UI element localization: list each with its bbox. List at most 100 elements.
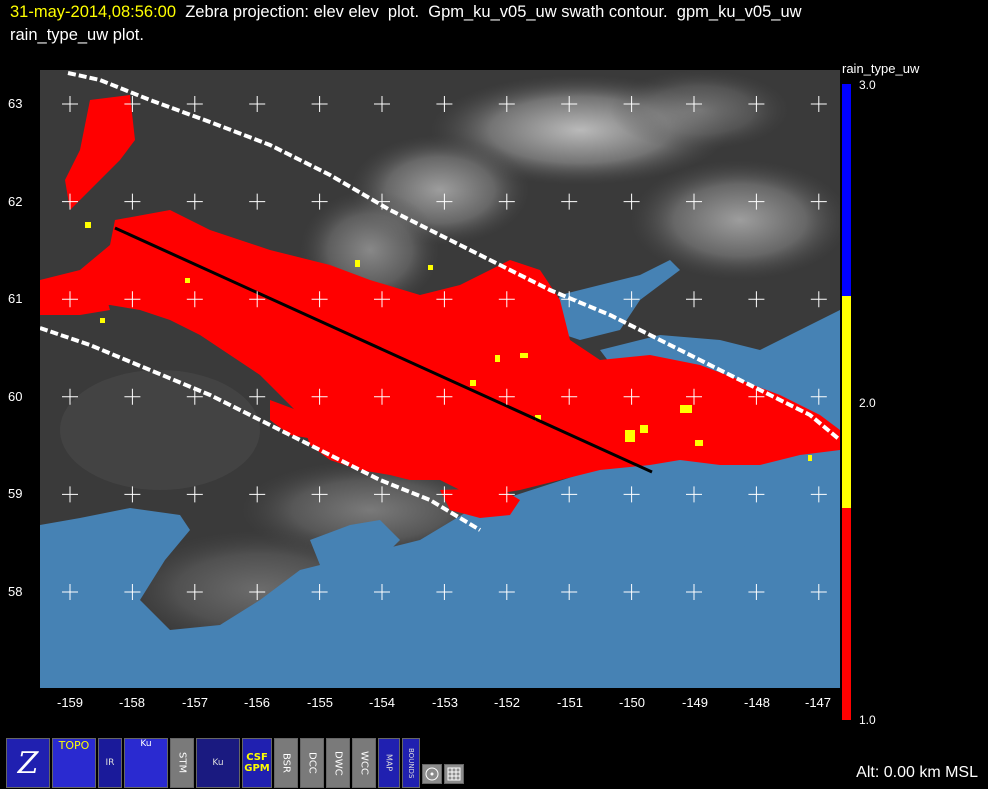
- topo-icon[interactable]: TOPO: [52, 738, 96, 788]
- graticule-cross: [748, 193, 765, 210]
- graticule-cross: [186, 486, 203, 503]
- graticule-cross: [436, 486, 453, 503]
- graticule-cross: [249, 388, 266, 405]
- graticule-cross: [561, 486, 578, 503]
- csf-gpm-icon[interactable]: CSF GPM: [242, 738, 272, 788]
- bsr-label: BSR: [280, 753, 292, 773]
- plot-title-text: Zebra projection: elev elev plot. Gpm_ku…: [176, 3, 802, 21]
- graticule-cross: [311, 96, 328, 112]
- graticule-cross: [623, 291, 640, 308]
- graticule-cross: [62, 388, 78, 405]
- graticule-cross: [311, 388, 328, 405]
- graticule-cross: [810, 486, 827, 503]
- graticule-cross: [623, 486, 640, 503]
- plot-title: 31-may-2014,08:56:00 Zebra projection: e…: [10, 1, 980, 47]
- graticule-cross: [186, 388, 203, 405]
- graticule-cross: [374, 486, 390, 503]
- graticule-cross: [686, 584, 702, 600]
- us-map-label: MAP: [384, 754, 394, 772]
- lat-label: 61: [8, 291, 23, 306]
- lat-label: 59: [8, 486, 23, 501]
- dwc-icon[interactable]: DWC: [326, 738, 350, 788]
- graticule-cross: [686, 291, 702, 308]
- graticule-cross: [436, 193, 453, 210]
- lon-label: -157: [181, 695, 209, 710]
- graticule-cross: [374, 584, 390, 600]
- colorbar-title: rain_type_uw: [842, 61, 920, 76]
- graticule-cross: [311, 193, 328, 210]
- stm-icon[interactable]: STM: [170, 738, 194, 788]
- colorbar-segment-yellow: [842, 296, 851, 508]
- lat-label: 60: [8, 389, 23, 404]
- graticule-cross: [124, 291, 141, 308]
- dcc-icon[interactable]: DCC: [300, 738, 324, 788]
- graticule-cross: [686, 486, 702, 503]
- ku-sat-label: Ku: [212, 758, 224, 768]
- altitude-readout: Alt: 0.00 km MSL: [856, 764, 978, 781]
- graticule-cross: [249, 291, 266, 308]
- graticule-cross: [498, 291, 515, 308]
- graticule-cross: [623, 193, 640, 210]
- graticule-cross: [436, 291, 453, 308]
- wcc-icon[interactable]: WCC: [352, 738, 376, 788]
- graticule-cross: [374, 291, 390, 308]
- graticule-cross: [810, 291, 827, 308]
- graticule-cross: [748, 584, 765, 600]
- map-plot-area[interactable]: [40, 70, 840, 688]
- graticule-cross: [561, 584, 578, 600]
- lon-label: -149: [681, 695, 709, 710]
- lon-label: -152: [493, 695, 521, 710]
- lon-label: -147: [804, 695, 832, 710]
- graticule-cross: [498, 193, 515, 210]
- satellite-ground-track: [114, 226, 653, 474]
- ir-satellite-icon[interactable]: IR: [98, 738, 122, 788]
- lon-label: -151: [556, 695, 584, 710]
- graticule-cross: [374, 388, 390, 405]
- bounds-label: BOUNDS: [407, 747, 415, 779]
- plot-title-line2: rain_type_uw plot.: [10, 26, 144, 44]
- graticule-cross: [686, 193, 702, 210]
- graticule-cross: [498, 584, 515, 600]
- grid-glyph: [447, 767, 461, 781]
- us-map-icon[interactable]: MAP: [378, 738, 400, 788]
- graticule-cross: [498, 388, 515, 405]
- graticule-cross: [249, 584, 266, 600]
- graticule-cross: [436, 388, 453, 405]
- lon-label: -153: [431, 695, 459, 710]
- swath-edge-north: [67, 71, 840, 442]
- graticule-cross: [748, 96, 765, 112]
- ku-sat-icon[interactable]: Ku: [196, 738, 240, 788]
- rain-convective-cells: [85, 222, 812, 461]
- graticule-crosses: [62, 96, 827, 600]
- graticule-cross: [124, 584, 141, 600]
- lon-label: -156: [243, 695, 271, 710]
- stm-label: STM: [176, 752, 188, 774]
- target-glyph: [425, 767, 439, 781]
- graticule-cross: [436, 96, 453, 112]
- colorbar: [842, 84, 851, 720]
- graticule-cross: [748, 486, 765, 503]
- zebra-logo-icon[interactable]: Z: [6, 738, 50, 788]
- graticule-cross: [810, 193, 827, 210]
- graticule-cross: [124, 193, 141, 210]
- lon-label: -150: [618, 695, 646, 710]
- wcc-label: WCC: [358, 751, 370, 775]
- graticule-cross: [249, 193, 266, 210]
- graticule-cross: [62, 486, 78, 503]
- ku-band-icon[interactable]: Ku: [124, 738, 168, 788]
- lat-label: 63: [8, 96, 23, 111]
- grid-icon[interactable]: [444, 764, 464, 784]
- graticule-cross: [249, 96, 266, 112]
- target-icon[interactable]: [422, 764, 442, 784]
- graticule-cross: [186, 584, 203, 600]
- graticule-cross: [561, 388, 578, 405]
- lon-label: -158: [118, 695, 146, 710]
- bounds-icon[interactable]: BOUNDS: [402, 738, 420, 788]
- bsr-icon[interactable]: BSR: [274, 738, 298, 788]
- graticule-cross: [311, 486, 328, 503]
- graticule-cross: [686, 96, 702, 112]
- graticule-cross: [124, 388, 141, 405]
- swath-edge-south: [40, 326, 482, 532]
- graticule-cross: [561, 96, 578, 112]
- graticule-cross: [810, 96, 827, 112]
